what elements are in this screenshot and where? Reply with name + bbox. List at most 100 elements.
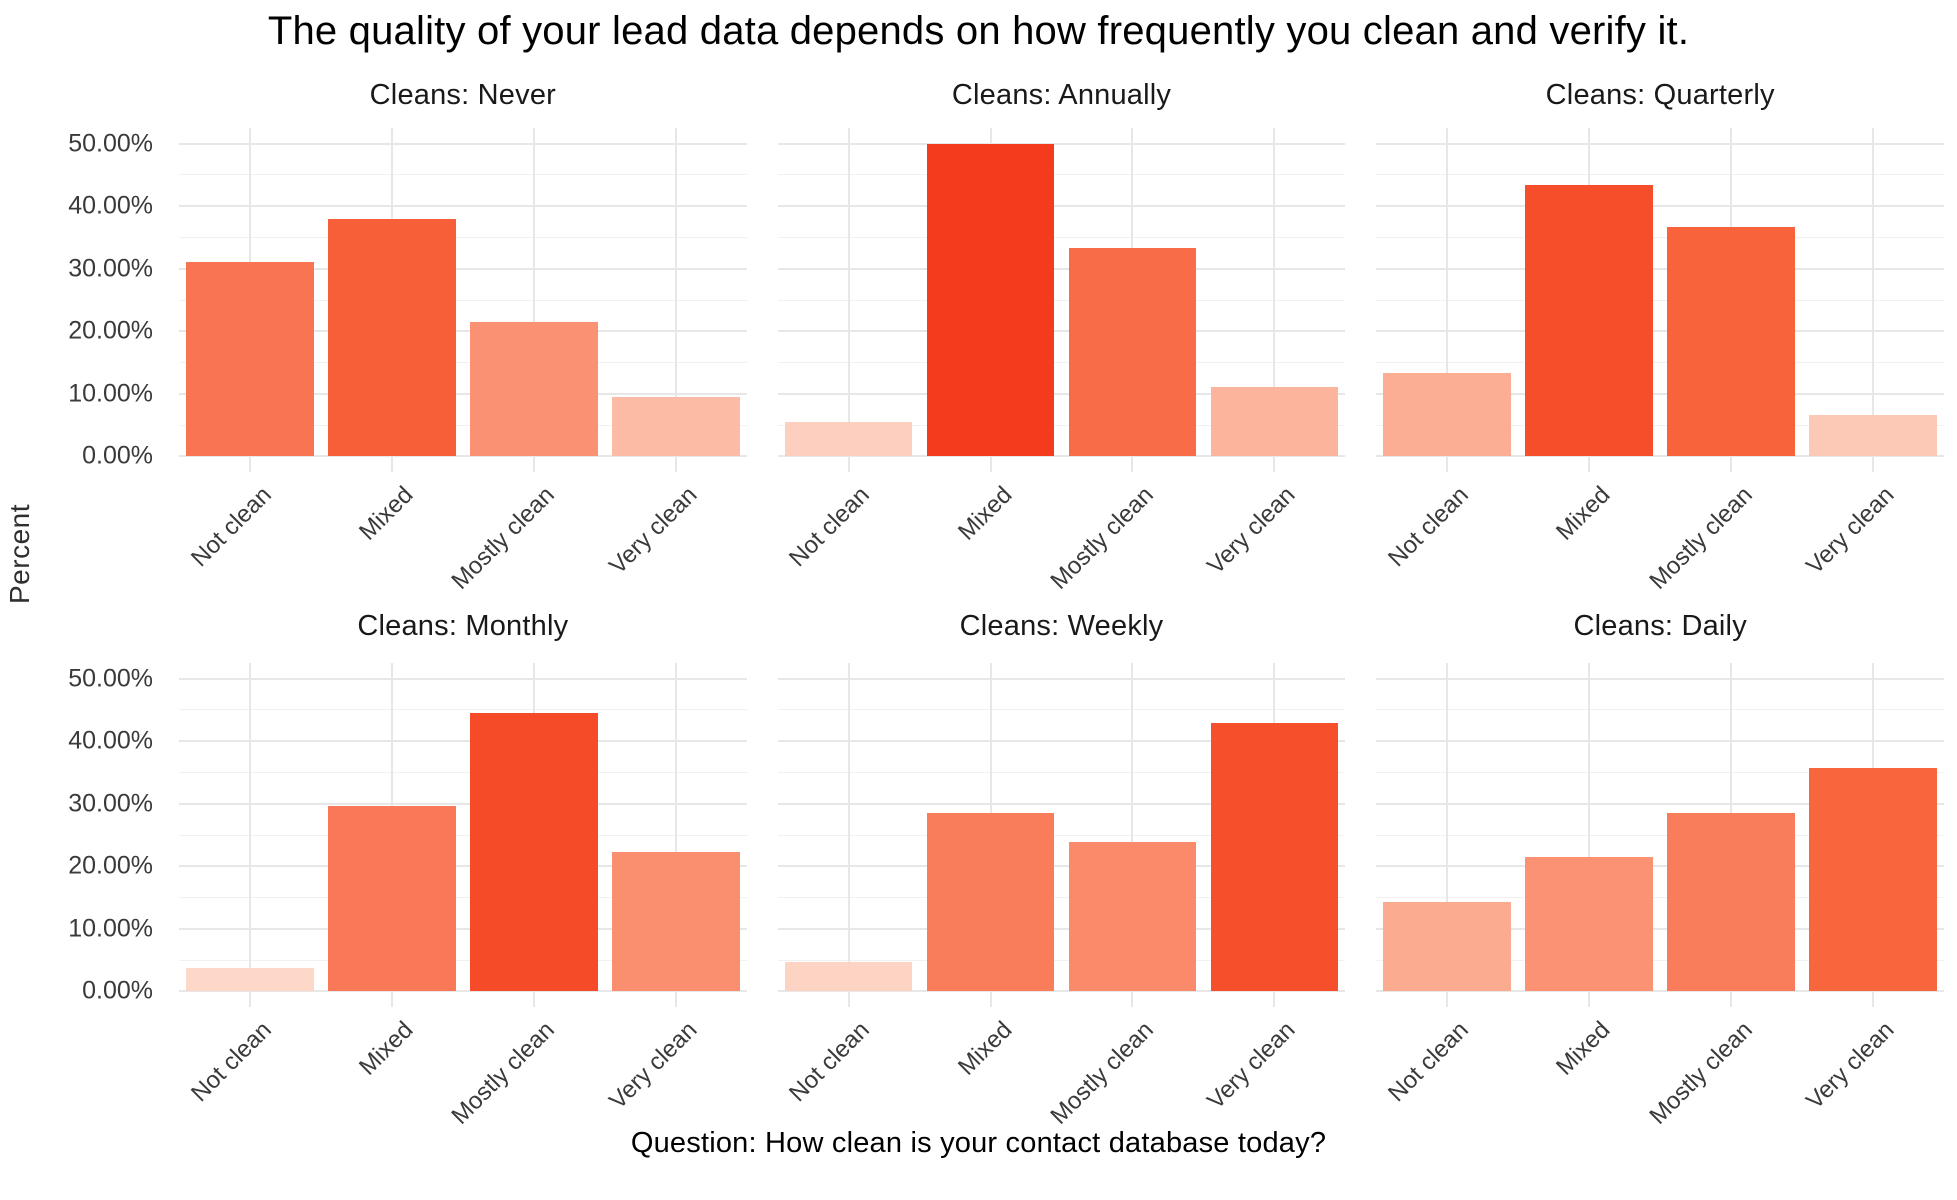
plot-area (179, 663, 747, 1007)
gridline-minor-horizontal (1376, 897, 1945, 899)
x-tick-label: Mixed (952, 1016, 1017, 1081)
gridline-minor-horizontal (179, 236, 747, 238)
gridline-major-horizontal (777, 392, 1346, 395)
bar-not-clean (784, 421, 913, 457)
gridline-vertical (674, 128, 677, 472)
gridline-minor-horizontal (777, 174, 1346, 176)
bar-very-clean (1809, 414, 1937, 457)
gridline-minor-horizontal (179, 709, 747, 711)
facet-quarterly: Cleans: Quarterly Not clean Mixed Mostly c… (1376, 62, 1945, 595)
gridline-major-horizontal (777, 865, 1346, 868)
plot-area (1376, 663, 1945, 1007)
y-axis-tick-labels: 50.00% 40.00% 30.00% 20.00% 10.00% 0.00% (40, 128, 179, 472)
bar-mixed (1525, 185, 1654, 457)
facet-title: Cleans: Never (369, 78, 556, 111)
gridline-major-horizontal (179, 142, 747, 145)
bar-not-clean (186, 968, 314, 992)
gridline-major-horizontal (1376, 927, 1945, 930)
gridline-major-horizontal (179, 865, 747, 868)
gridline-major-horizontal (1376, 990, 1945, 993)
gridline-minor-horizontal (179, 959, 747, 961)
gridline-minor-horizontal (179, 897, 747, 899)
bar-mostly-clean (1667, 227, 1795, 457)
gridline-minor-horizontal (1376, 709, 1945, 711)
bar-mixed (926, 143, 1055, 457)
gridline-minor-horizontal (1376, 299, 1945, 301)
gridline-major-horizontal (179, 740, 747, 743)
gridline-minor-horizontal (777, 709, 1346, 711)
gridline-major-horizontal (777, 740, 1346, 743)
bar-mixed (1525, 857, 1654, 992)
gridline-minor-horizontal (1376, 236, 1945, 238)
x-axis-labels: Not clean Mixed Mostly clean Very clean (778, 1007, 1346, 1129)
y-axis-tick-labels: 50.00% 40.00% 30.00% 20.00% 10.00% 0.00% (40, 663, 179, 1007)
gridline-vertical (1446, 663, 1449, 1007)
bar-mostly-clean (1068, 247, 1197, 457)
x-tick-label: Mixed (353, 481, 419, 546)
gridline-vertical (1588, 663, 1591, 1007)
x-tick-label: Mostly clean (1644, 481, 1758, 595)
x-tick-label: Mostly clean (1045, 481, 1159, 595)
gridline-minor-horizontal (777, 771, 1346, 773)
gridline-minor-horizontal (777, 834, 1346, 836)
facet-row-top: 50.00% 40.00% 30.00% 20.00% 10.00% 0.00% Clea… (0, 62, 1957, 595)
bar-not-clean (186, 262, 314, 457)
gridline-major-horizontal (1376, 392, 1945, 395)
y-tick-label: 40.00% (68, 726, 153, 755)
bar-very-clean (611, 852, 740, 992)
gridline-major-horizontal (179, 205, 747, 208)
gridline-minor-horizontal (777, 959, 1346, 961)
gridline-major-horizontal (777, 455, 1346, 458)
gridline-minor-horizontal (1376, 424, 1945, 426)
facet-title: Cleans: Weekly (959, 609, 1164, 642)
facet-title: Cleans: Daily (1573, 609, 1747, 642)
x-tick-label: Mixed (353, 1016, 419, 1081)
facet-weekly: Cleans: Weekly Not clean Mixed Mostly clea… (777, 589, 1346, 1130)
bar-very-clean (1809, 768, 1937, 992)
plot-area (777, 128, 1346, 472)
gridline-major-horizontal (1376, 455, 1945, 458)
gridline-vertical (1131, 663, 1134, 1007)
bar-very-clean (611, 397, 740, 457)
gridline-vertical (248, 663, 251, 1007)
y-tick-label: 10.00% (68, 379, 153, 408)
gridline-major-horizontal (777, 802, 1346, 805)
gridline-minor-horizontal (1376, 174, 1945, 176)
gridline-minor-horizontal (179, 362, 747, 364)
gridline-major-horizontal (179, 677, 747, 680)
x-axis-labels: Not clean Mixed Mostly clean Very clean (1376, 1007, 1944, 1129)
gridline-minor-horizontal (1376, 959, 1945, 961)
facet-never: Cleans: Never Not clean Mixed Mostly clean… (179, 62, 747, 595)
gridline-vertical (674, 663, 677, 1007)
gridline-minor-horizontal (777, 897, 1346, 899)
y-tick-label: 0.00% (82, 441, 153, 470)
gridline-major-horizontal (179, 927, 747, 930)
x-tick-label: Very clean (1801, 481, 1900, 580)
x-axis-labels: Not clean Mixed Mostly clean Very clean (1376, 472, 1944, 594)
x-axis-labels: Not clean Mixed Mostly clean Very clean (179, 1007, 747, 1129)
gridline-major-horizontal (1376, 205, 1945, 208)
bar-not-clean (784, 961, 913, 992)
plot-area (179, 128, 747, 472)
y-tick-label: 10.00% (68, 914, 153, 943)
x-axis-caption: Question: How clean is your contact data… (630, 1127, 1327, 1159)
y-tick-label: 50.00% (68, 664, 153, 693)
gridline-minor-horizontal (1376, 834, 1945, 836)
facet-row-bottom: 50.00% 40.00% 30.00% 20.00% 10.00% 0.00% Clea… (0, 589, 1957, 1130)
gridline-major-horizontal (1376, 677, 1945, 680)
bar-mostly-clean (1667, 812, 1795, 992)
gridline-major-horizontal (777, 205, 1346, 208)
gridline-vertical (1273, 128, 1276, 472)
x-tick-label: Very clean (1801, 1016, 1900, 1115)
chart-title: The quality of your lead data depends on… (267, 8, 1690, 53)
x-axis-labels: Not clean Mixed Mostly clean Very clean (179, 472, 747, 594)
x-tick-label: Not clean (784, 1016, 876, 1108)
x-tick-label: Very clean (1202, 1016, 1301, 1115)
facet-monthly: Cleans: Monthly Not clean Mixed Mostly cle… (179, 589, 747, 1130)
gridline-major-horizontal (179, 330, 747, 333)
bar-mixed (926, 812, 1055, 992)
gridline-major-horizontal (1376, 330, 1945, 333)
facet-daily: Cleans: Daily Not clean Mixed Mostly clean… (1376, 589, 1945, 1130)
bar-mixed (328, 219, 456, 457)
gridline-major-horizontal (179, 802, 747, 805)
